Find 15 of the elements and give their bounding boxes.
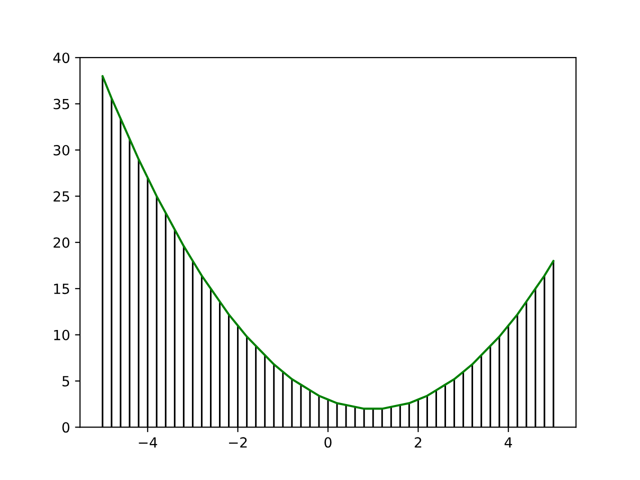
x-tick-label: −4 — [138, 437, 158, 448]
y-tick-label: 40 — [53, 52, 70, 64]
y-tick-label: 10 — [54, 330, 70, 340]
x-tick-label: 2 — [414, 437, 422, 448]
x-tick-label: −2 — [229, 437, 247, 448]
x-tick-label: 0 — [324, 437, 332, 448]
line-series — [102, 75, 554, 410]
y-tick-label: 15 — [54, 284, 70, 294]
y-tick-label: 0 — [62, 422, 70, 433]
x-tick-label: 4 — [504, 437, 512, 448]
y-tick-label: 30 — [54, 144, 70, 156]
y-tick-label: 20 — [54, 237, 70, 248]
y-tick-label: 5 — [62, 376, 70, 386]
y-tick-label: 35 — [54, 98, 70, 110]
y-tick-label: 25 — [54, 191, 70, 202]
